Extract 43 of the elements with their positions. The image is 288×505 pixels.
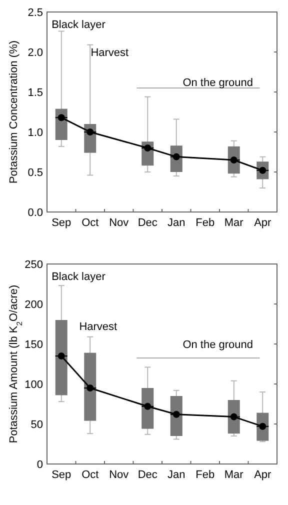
y-tick-label: 0.0: [28, 206, 43, 219]
point: [86, 384, 94, 392]
y-tick-label: 1.0: [28, 126, 43, 139]
x-tick-label: Oct: [82, 217, 99, 229]
x-tick-label: Jan: [168, 217, 186, 229]
x-tick-label: Mar: [224, 217, 244, 229]
y-axis-title: Potassium Concentration (%): [8, 40, 20, 184]
point: [172, 410, 180, 418]
point: [58, 114, 65, 122]
x-tick-label: Feb: [196, 217, 215, 229]
x-tick-label: Dec: [138, 469, 158, 481]
annotation: Black layer: [52, 19, 106, 31]
x-tick-label: Dec: [138, 217, 158, 229]
annotation: On the ground: [182, 339, 254, 351]
y-tick-label: 100: [24, 378, 43, 391]
point: [58, 352, 65, 360]
point: [144, 144, 152, 152]
y-tick-label: 0: [36, 458, 43, 471]
y-tick-label: 1.5: [28, 86, 43, 99]
y-tick-label: 200: [24, 298, 43, 311]
x-tick-label: Jan: [168, 469, 186, 481]
annotation: Black layer: [52, 271, 106, 283]
y-tick-label: 0.5: [28, 166, 43, 179]
x-tick-label: Sep: [52, 469, 72, 481]
annotation: Harvest: [90, 47, 129, 59]
x-tick-label: Apr: [254, 217, 272, 229]
x-tick-label: Nov: [109, 217, 130, 229]
y-tick-label: 2.0: [28, 46, 43, 59]
x-tick-label: Feb: [196, 469, 215, 481]
point: [86, 128, 94, 136]
y-tick-label: 2.5: [28, 6, 43, 19]
y-tick-label: 250: [24, 258, 43, 271]
x-tick-label: Nov: [109, 469, 130, 481]
annotation: Harvest: [79, 321, 118, 333]
x-tick-label: Sep: [52, 217, 72, 229]
annotation: On the ground: [182, 77, 254, 89]
x-tick-label: Oct: [82, 469, 99, 481]
x-tick-label: Mar: [224, 469, 244, 481]
y-tick-label: 150: [24, 338, 43, 351]
x-tick-label: Apr: [254, 469, 272, 481]
point: [144, 402, 152, 410]
y-tick-label: 50: [30, 418, 43, 431]
point: [230, 413, 238, 420]
